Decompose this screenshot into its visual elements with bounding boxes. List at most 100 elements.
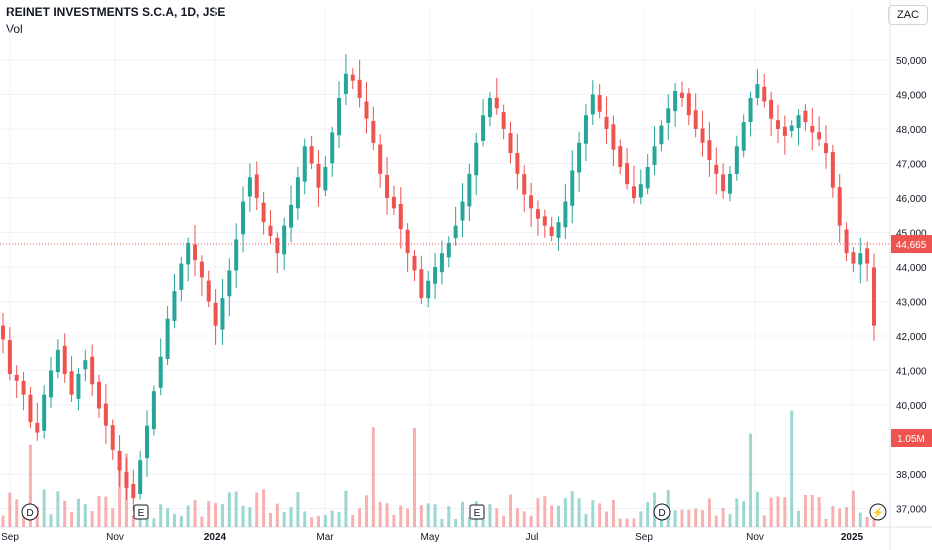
volume-bar — [790, 410, 794, 527]
volume-bar — [310, 517, 314, 527]
volume-bar — [364, 495, 368, 527]
volume-bar — [118, 470, 122, 527]
volume-bar — [749, 433, 753, 527]
volume-bar — [721, 508, 725, 527]
candle-body — [789, 125, 794, 131]
candle-body — [556, 222, 561, 238]
last-volume-label: 1.05M — [897, 434, 925, 445]
candle-body — [124, 472, 129, 488]
volume-bar — [1, 515, 5, 527]
candle-body — [206, 280, 211, 302]
candle-body — [782, 126, 787, 136]
volume-bar — [735, 498, 739, 527]
volume-bar — [611, 499, 615, 527]
volume-bar — [262, 489, 266, 527]
candle-body — [83, 360, 88, 370]
symbol-title[interactable]: REINET INVESTMENTS S.C.A, 1D, JSE — [6, 5, 226, 19]
chart-header: REINET INVESTMENTS S.C.A, 1D, JSE — [6, 4, 225, 20]
candle-body — [659, 125, 664, 145]
x-tick-label: Nov — [106, 532, 124, 543]
volume-bar — [337, 512, 341, 527]
event-marker-dividend-icon[interactable] — [653, 503, 671, 521]
volume-bar — [577, 498, 581, 527]
candle-body — [103, 403, 108, 426]
event-marker-earnings-icon[interactable] — [469, 504, 485, 520]
volume-bar — [56, 491, 60, 527]
candle-body — [549, 226, 554, 236]
candle-body — [268, 225, 273, 236]
candle-body — [748, 97, 753, 122]
event-marker-dividend-icon[interactable] — [21, 503, 39, 521]
volume-bar — [104, 496, 108, 527]
x-tick-label: Jul — [526, 532, 539, 543]
candle-body — [844, 229, 849, 254]
volume-bar — [433, 504, 437, 527]
candle-body — [439, 253, 444, 273]
event-marker-earnings-icon[interactable] — [133, 504, 149, 520]
candle-body — [426, 280, 431, 299]
volume-bar — [550, 505, 554, 527]
candle-body — [775, 120, 780, 129]
candle-body — [693, 110, 698, 129]
y-tick-label: 50,000 — [896, 56, 927, 67]
y-tick-label: 44,000 — [896, 263, 927, 274]
volume-bar — [419, 505, 423, 527]
volume-bar — [172, 514, 176, 527]
candle-body — [42, 394, 47, 431]
candle-body — [289, 204, 294, 228]
candle-body — [186, 242, 191, 265]
candle-body — [138, 460, 143, 495]
candle-body — [707, 140, 712, 161]
volume-bar — [241, 505, 245, 527]
volume-bar — [543, 496, 547, 527]
candle-body — [330, 132, 335, 164]
volume-bar — [186, 505, 190, 527]
volume-bar — [268, 512, 272, 527]
y-tick-label: 45,000 — [896, 229, 927, 240]
volume-bar — [810, 494, 814, 527]
volume-bar — [49, 514, 53, 527]
candle-body — [405, 229, 410, 254]
volume-bar — [851, 490, 855, 527]
last-price-badge — [891, 235, 932, 254]
event-marker-letter: E — [474, 508, 481, 519]
candle-body — [7, 340, 12, 374]
currency-button[interactable]: ZAC — [888, 5, 928, 25]
x-tick-label: Sep — [1, 532, 19, 543]
event-marker-flash-icon[interactable] — [869, 503, 887, 521]
volume-bar — [220, 504, 224, 527]
volume-bar — [625, 518, 629, 527]
candle-body — [494, 97, 499, 109]
volume-bar — [214, 503, 218, 527]
candle-body — [117, 450, 122, 471]
volume-bar — [488, 504, 492, 527]
candle-body — [1, 325, 5, 340]
volume-bar — [817, 497, 821, 527]
volume-bar — [138, 514, 142, 527]
volume-bar — [316, 515, 320, 527]
candle-body — [741, 122, 746, 151]
volume-bar — [385, 503, 389, 527]
candle-body — [474, 142, 479, 176]
volume-bar — [35, 506, 39, 527]
event-marker-letter: ⚡ — [872, 506, 884, 519]
candle-body — [309, 146, 314, 164]
candle-body — [830, 151, 835, 188]
volume-bar — [152, 518, 156, 527]
candle-body — [652, 146, 657, 165]
volume-bar — [275, 503, 279, 527]
candle-body — [234, 239, 239, 271]
candle-body — [631, 186, 636, 198]
volume-bar — [563, 497, 567, 527]
candle-body — [172, 291, 177, 321]
candle-body — [769, 99, 774, 119]
candle-body — [412, 255, 417, 271]
volume-bar — [111, 508, 115, 527]
candle-body — [529, 195, 534, 209]
x-tick-label: May — [421, 532, 440, 543]
candle-body — [378, 144, 383, 174]
candle-body — [371, 120, 376, 143]
candle-body — [295, 177, 300, 209]
volume-bar — [646, 502, 650, 527]
